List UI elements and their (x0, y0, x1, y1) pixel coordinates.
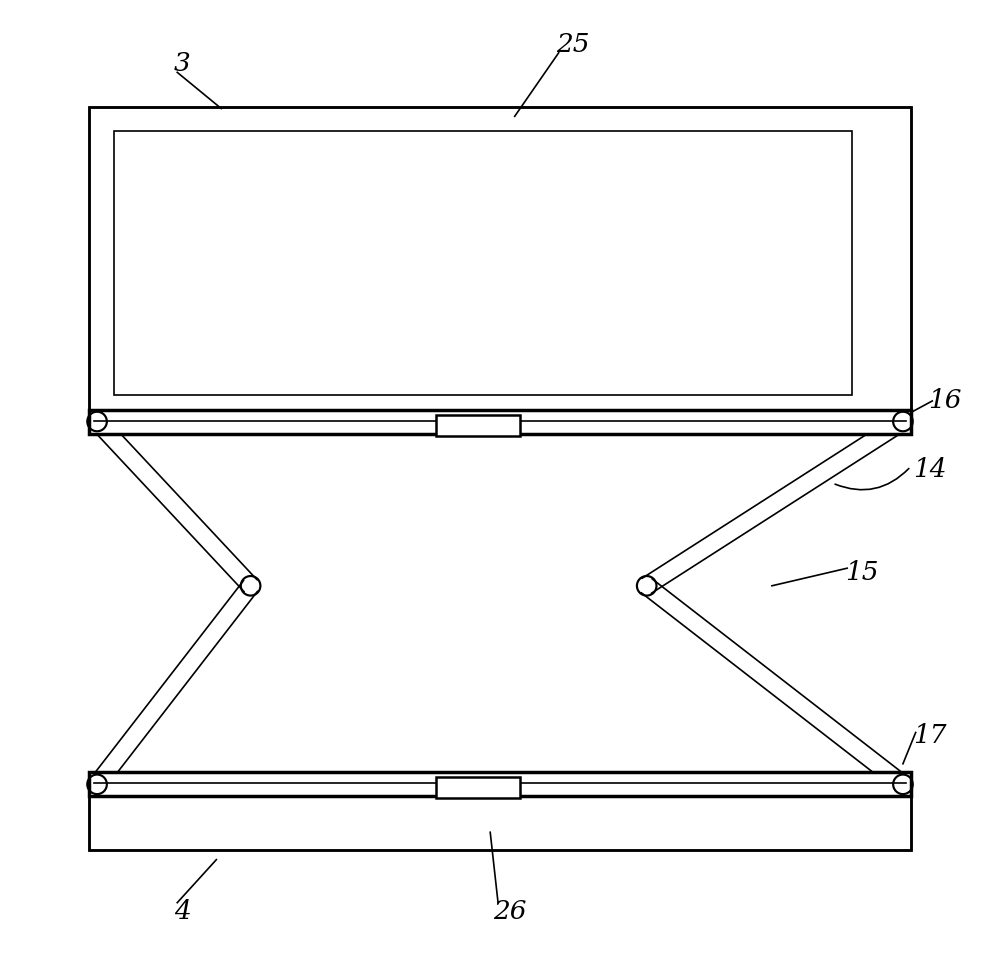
Bar (89, 107, 911, 415)
Text: 15: 15 (845, 559, 879, 584)
Bar (436, 415, 520, 437)
Bar (89, 772, 911, 850)
Text: 16: 16 (928, 388, 962, 413)
Bar (89, 772, 911, 796)
Text: 3: 3 (174, 51, 191, 76)
Text: 26: 26 (493, 898, 527, 923)
Text: 14: 14 (914, 456, 947, 482)
Bar (436, 777, 520, 798)
Bar (89, 410, 911, 435)
Bar (89, 107, 911, 415)
Text: 4: 4 (174, 898, 191, 923)
Bar (114, 132, 852, 396)
Text: 17: 17 (914, 722, 947, 747)
Bar (89, 772, 911, 850)
Text: 25: 25 (557, 31, 590, 57)
